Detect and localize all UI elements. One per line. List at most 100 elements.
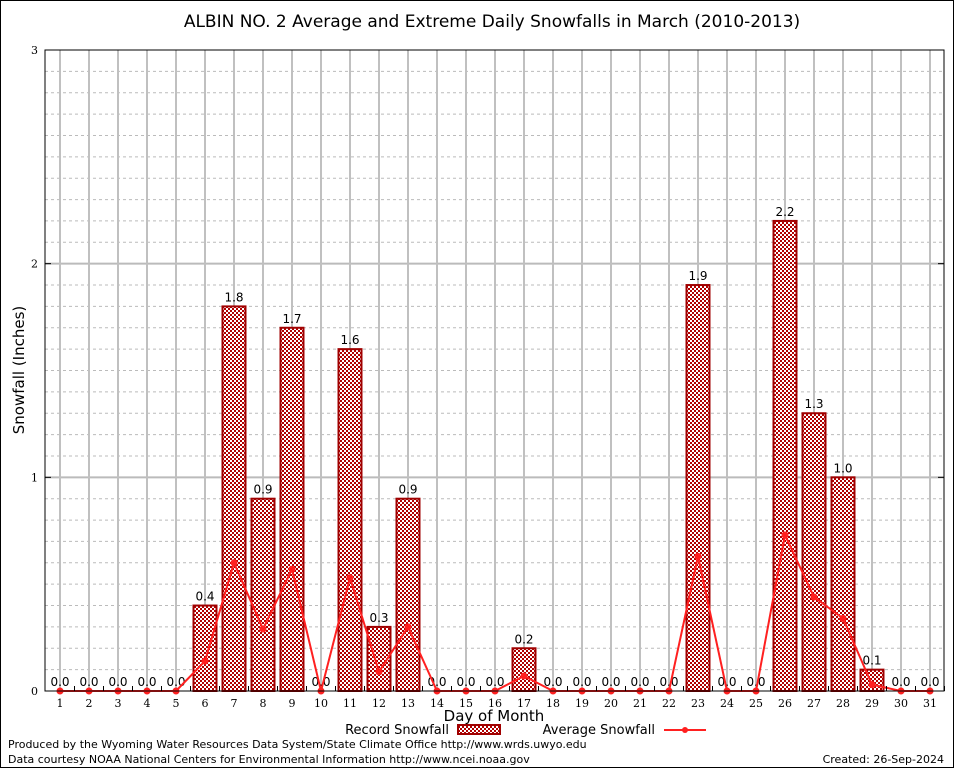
record-bar-label: 0.0 — [572, 675, 591, 689]
y-tick-label: 2 — [31, 258, 38, 271]
x-tick-label: 19 — [575, 697, 589, 710]
chart-title: ALBIN NO. 2 Average and Extreme Daily Sn… — [184, 12, 800, 32]
record-bar-label: 0.0 — [920, 675, 939, 689]
legend-marker-average — [682, 727, 688, 733]
record-bar — [337, 348, 363, 692]
record-bar — [801, 412, 827, 692]
average-point — [375, 668, 383, 676]
record-bar-label: 0.4 — [195, 590, 214, 604]
x-tick-label: 28 — [836, 697, 850, 710]
x-tick-label: 27 — [807, 697, 821, 710]
record-bar-label: 0.0 — [543, 675, 562, 689]
footer-created: Created: 26-Sep-2024 — [823, 753, 944, 766]
x-tick-label: 17 — [517, 697, 531, 710]
footer-produced-by: Produced by the Wyoming Water Resources … — [8, 738, 587, 751]
record-bar-label: 1.3 — [804, 397, 823, 411]
x-tick-label: 12 — [372, 697, 386, 710]
average-point — [694, 552, 702, 560]
x-tick-label: 10 — [314, 697, 328, 710]
record-bar-label: 0.0 — [746, 675, 765, 689]
legend-label-record: Record Snowfall — [345, 723, 449, 738]
record-bar-label: 1.6 — [340, 333, 359, 347]
average-point — [288, 565, 296, 573]
x-tick-label: 20 — [604, 697, 618, 710]
record-bar-label: 0.0 — [166, 675, 185, 689]
y-tick-label: 1 — [31, 471, 38, 484]
x-tick-label: 11 — [343, 697, 357, 710]
record-bar — [250, 497, 276, 693]
plot-frame — [44, 49, 945, 692]
x-tick-label: 1 — [57, 697, 64, 710]
average-point — [201, 657, 209, 665]
x-axis-label: Day of Month — [444, 707, 545, 725]
record-bar — [279, 326, 305, 692]
average-point — [259, 625, 267, 633]
footer-courtesy: Data courtesy NOAA National Centers for … — [8, 753, 530, 766]
record-bar-label: 0.0 — [485, 675, 504, 689]
record-bar — [221, 305, 247, 692]
record-bar-label: 0.0 — [311, 675, 330, 689]
y-axis-label: Snowfall (Inches) — [10, 306, 28, 434]
record-bar-label: 1.8 — [224, 290, 243, 304]
x-tick-label: 18 — [546, 697, 560, 710]
record-bar — [772, 219, 798, 693]
x-tick-label: 29 — [865, 697, 879, 710]
average-point — [404, 623, 412, 631]
bars: 0.0 0.0 0.0 0.0 0.0 0.4 1.8 0.9 1.7 0.0 1.6 0.3 0.9 0… — [50, 205, 940, 693]
legend: Record Snowfall Average Snowfall — [345, 723, 706, 738]
x-tick-label: 13 — [401, 697, 415, 710]
average-point — [520, 672, 528, 680]
record-bar-label: 0.0 — [717, 675, 736, 689]
record-bar-label: 0.3 — [369, 611, 388, 625]
x-tick-label: 7 — [231, 697, 238, 710]
legend-swatch-record — [457, 724, 501, 735]
record-bar-label: 0.0 — [891, 675, 910, 689]
record-bar — [395, 497, 421, 693]
x-tick-label: 15 — [459, 697, 473, 710]
average-point — [230, 559, 238, 567]
x-tick-label: 5 — [173, 697, 180, 710]
record-bar-label: 0.0 — [456, 675, 475, 689]
record-bar-label: 1.7 — [282, 312, 301, 326]
average-point — [839, 614, 847, 622]
record-bar-label: 2.2 — [775, 205, 794, 219]
y-tick-label: 3 — [31, 44, 38, 57]
average-point — [781, 531, 789, 539]
average-point — [810, 593, 818, 601]
x-tick-label: 4 — [144, 697, 151, 710]
x-tick-label: 21 — [633, 697, 647, 710]
x-tick-label: 14 — [430, 697, 444, 710]
x-tick-label: 8 — [260, 697, 267, 710]
record-bar-label: 0.0 — [630, 675, 649, 689]
ticks: 1 2 3 4 5 6 7 8 9 10 11 12 13 14 15 16 17 18 19 20 21 22 23 24 2… — [31, 44, 945, 710]
record-bar — [685, 284, 711, 692]
x-tick-label: 23 — [691, 697, 705, 710]
record-bar-label: 0.0 — [50, 675, 69, 689]
x-tick-label: 24 — [720, 697, 734, 710]
x-tick-label: 22 — [662, 697, 676, 710]
x-tick-label: 31 — [923, 697, 937, 710]
x-tick-label: 2 — [86, 697, 93, 710]
x-tick-label: 9 — [289, 697, 296, 710]
record-bar-label: 1.0 — [833, 461, 852, 475]
record-bar-label: 0.0 — [137, 675, 156, 689]
record-bar-label: 0.9 — [253, 483, 272, 497]
x-tick-label: 3 — [115, 697, 122, 710]
record-bar — [511, 647, 537, 692]
record-bar — [192, 604, 218, 692]
record-bar-label: 0.2 — [514, 632, 533, 646]
record-bar-label: 0.0 — [108, 675, 127, 689]
x-tick-label: 26 — [778, 697, 792, 710]
record-bar-label: 1.9 — [688, 269, 707, 283]
x-tick-label: 25 — [749, 697, 763, 710]
record-bar — [830, 476, 856, 693]
record-bar-label: 0.1 — [862, 654, 881, 668]
x-tick-label: 30 — [894, 697, 908, 710]
x-tick-label: 6 — [202, 697, 209, 710]
y-tick-label: 0 — [31, 685, 38, 698]
legend-label-average: Average Snowfall — [543, 723, 655, 738]
average-point — [346, 574, 354, 582]
record-bar-label: 0.0 — [601, 675, 620, 689]
record-bar-label: 0.0 — [79, 675, 98, 689]
